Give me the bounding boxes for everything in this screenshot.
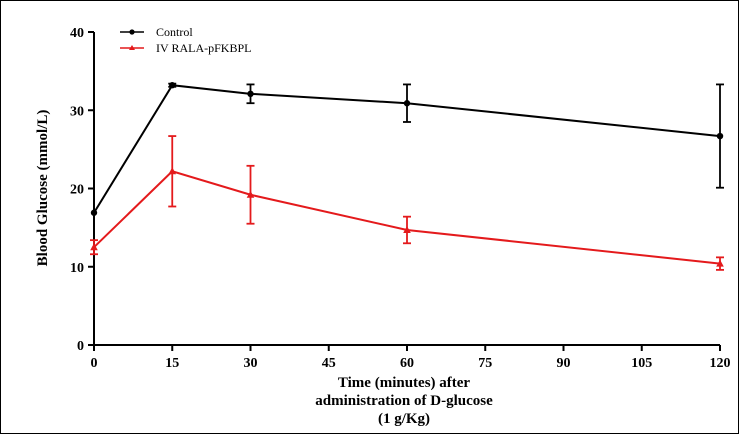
x-tick-label: 45 xyxy=(322,356,336,371)
x-tick-label: 105 xyxy=(631,356,652,371)
y-axis-title: Blood Glucose (mmol/L) xyxy=(35,110,51,267)
data-point-control xyxy=(247,90,254,98)
x-tick-label: 60 xyxy=(400,356,414,371)
x-tick-label: 0 xyxy=(91,356,98,371)
x-axis-title-line-1: Time (minutes) after xyxy=(338,375,471,391)
y-tick-label: 40 xyxy=(70,26,84,41)
data-point-iv-rala-pfkbpl xyxy=(403,225,411,233)
x-tick-label: 120 xyxy=(710,356,731,371)
axes xyxy=(93,32,720,346)
data-point-control xyxy=(90,209,98,216)
y-tick-label: 10 xyxy=(70,261,84,276)
legend-entry-control: Control xyxy=(120,25,193,39)
data-point-iv-rala-pfkbpl xyxy=(90,243,98,251)
legend-label-iv-rala-pfkbpl: IV RALA-pFKBPL xyxy=(156,41,251,55)
series-iv-rala-pfkbpl xyxy=(90,135,724,271)
y-ticks: 0 10 20 30 40 xyxy=(70,26,94,354)
series-control xyxy=(90,82,724,216)
x-tick-label: 15 xyxy=(165,356,179,371)
x-tick-label: 75 xyxy=(478,356,492,371)
x-ticks: 0 15 30 45 60 75 90 105 120 xyxy=(91,345,731,371)
x-tick-label: 30 xyxy=(244,356,258,371)
x-axis-title-line-3: (1 g/Kg) xyxy=(378,411,430,427)
data-point-control xyxy=(716,132,724,140)
legend: Control IV RALA-pFKBPL xyxy=(120,25,251,55)
data-point-iv-rala-pfkbpl xyxy=(168,167,177,175)
y-tick-label: 30 xyxy=(70,104,84,119)
series-layer xyxy=(90,82,724,271)
x-axis-title-line-2: administration of D-glucose xyxy=(315,393,493,409)
data-point-iv-rala-pfkbpl xyxy=(716,259,724,267)
y-tick-label: 20 xyxy=(70,183,84,198)
data-point-control xyxy=(169,82,176,89)
y-tick-label: 0 xyxy=(77,339,84,354)
legend-label-control: Control xyxy=(156,25,193,39)
data-point-control xyxy=(403,100,411,107)
data-point-iv-rala-pfkbpl xyxy=(246,190,255,198)
legend-marker-iv-rala-pfkbpl xyxy=(129,45,135,50)
legend-marker-control xyxy=(129,29,135,35)
x-tick-label: 90 xyxy=(557,356,571,371)
legend-entry-iv-rala-pfkbpl: IV RALA-pFKBPL xyxy=(120,41,251,55)
